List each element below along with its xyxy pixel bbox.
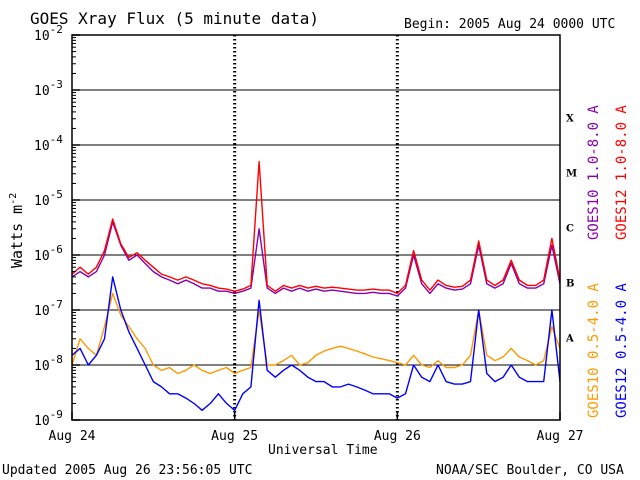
x-axis-ticks: Aug 24 Aug 25 Aug 26 Aug 27 — [49, 412, 584, 444]
y-tick-label: 10-6 — [34, 243, 63, 264]
legend-entry: GOES12 1.0-8.0 A — [614, 105, 630, 240]
begin-label: Begin: 2005 Aug 24 0000 UTC — [404, 17, 615, 32]
flare-class-labels: A B C M X — [565, 114, 577, 345]
flare-class-x: X — [566, 114, 574, 125]
series-line-goes12-0-5-4-0-a — [71, 276, 561, 411]
flare-class-b: B — [566, 279, 574, 290]
flare-class-a: A — [565, 334, 574, 345]
series-line-goes12-1-0-8-0-a — [71, 160, 561, 295]
y-axis-label: Watts m-2 — [8, 193, 26, 268]
updated-timestamp: Updated 2005 Aug 26 23:56:05 UTC — [2, 463, 252, 478]
x-tick-label: Aug 26 — [374, 429, 421, 444]
flare-class-m: M — [566, 169, 577, 180]
legend-entry: GOES12 0.5-4.0 A — [614, 283, 630, 418]
legend-entry: GOES10 1.0-8.0 A — [586, 105, 602, 240]
x-tick-label: Aug 25 — [211, 429, 258, 444]
y-tick-label: 10-3 — [34, 78, 63, 99]
legend-entry: GOES10 0.5-4.0 A — [586, 283, 602, 418]
flare-class-c: C — [566, 224, 574, 235]
grid-lines — [72, 34, 560, 421]
x-axis-label: Universal Time — [268, 443, 378, 458]
y-tick-label: 10-9 — [34, 408, 63, 429]
series-line-goes10-0-5-4-0-a — [71, 292, 561, 375]
legend: GOES10 1.0-8.0 A GOES12 1.0-8.0 A GOES10 0… — [586, 105, 630, 418]
credit-label: NOAA/SEC Boulder, CO USA — [436, 463, 624, 478]
y-axis-ticks: 10-9 10-8 10-7 10-6 10-5 10-4 10-3 10-2 — [34, 23, 80, 429]
y-tick-label: 10-7 — [34, 298, 63, 319]
series-line-goes10-1-0-8-0-a — [71, 221, 561, 297]
x-tick-label: Aug 24 — [49, 429, 96, 444]
y-tick-label: 10-4 — [34, 133, 63, 154]
y-tick-label: 10-8 — [34, 353, 63, 374]
y-tick-label: 10-2 — [34, 23, 63, 44]
series-lines — [71, 160, 561, 411]
y-tick-label: 10-5 — [34, 188, 63, 209]
chart-title: GOES Xray Flux (5 minute data) — [30, 9, 319, 28]
plot-frame — [71, 34, 561, 421]
x-tick-label: Aug 27 — [537, 429, 584, 444]
